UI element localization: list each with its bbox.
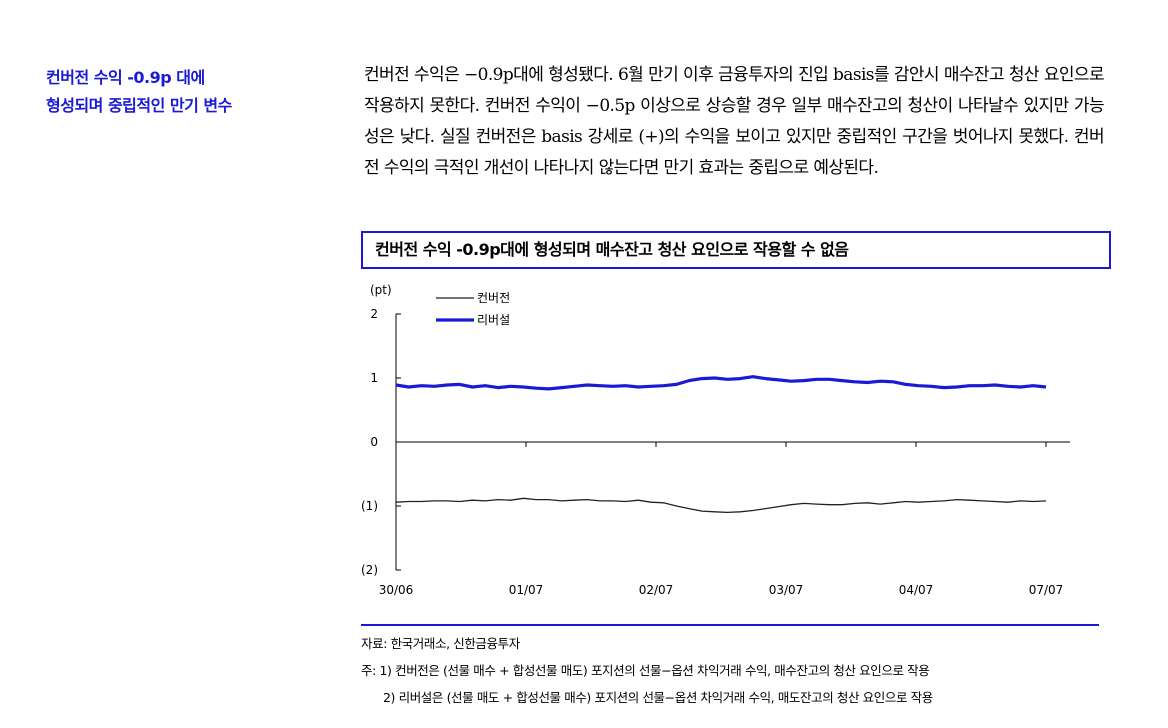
footnote-2: 2) 리버설은 (선물 매도 + 합성선물 매수) 포지션의 선물−옵션 차익거… bbox=[383, 690, 933, 705]
y-tick-label: 2 bbox=[370, 307, 378, 321]
legend-label-2: 리버설 bbox=[477, 313, 510, 327]
x-tick-label: 07/07 bbox=[1029, 583, 1064, 597]
y-tick-label: (1) bbox=[361, 499, 378, 513]
chart-axes bbox=[395, 314, 1070, 570]
chart-title: 컨버전 수익 -0.9p대에 형성되며 매수잔고 청산 요인으로 작용할 수 없… bbox=[361, 231, 1111, 269]
side-heading: 컨버전 수익 -0.9p 대에 형성되며 중립적인 만기 변수 bbox=[46, 64, 306, 120]
x-tick-label: 02/07 bbox=[639, 583, 674, 597]
y-tick-label: (2) bbox=[361, 563, 378, 577]
y-tick-label: 0 bbox=[370, 435, 378, 449]
x-tick-label: 30/06 bbox=[379, 583, 414, 597]
source-note: 자료: 한국거래소, 신한금융투자 bbox=[361, 636, 520, 651]
chart-ticks: (pt) 2 1 0 (1) (2)30/06 01/07 02/07 03/07 04/07 07… bbox=[361, 283, 1063, 597]
divider bbox=[361, 624, 1099, 626]
side-heading-line-1: 컨버전 수익 -0.9p 대에 bbox=[46, 68, 205, 87]
chart-series bbox=[395, 375, 1047, 514]
line-chart: (pt) 2 1 0 (1) (2)30/06 01/07 02/07 03/07 04/07 07… bbox=[361, 283, 1070, 597]
notes: 자료: 한국거래소, 신한금융투자 주: 1) 컨버전은 (선물 매수 + 합성… bbox=[361, 630, 1101, 711]
series-line-2 bbox=[395, 375, 1047, 391]
x-tick-label: 04/07 bbox=[899, 583, 934, 597]
side-heading-line-2: 형성되며 중립적인 만기 변수 bbox=[46, 96, 232, 115]
body-paragraph: 컨버전 수익은 −0.9p대에 형성됐다. 6월 만기 이후 금융투자의 진입 … bbox=[364, 65, 1105, 178]
x-tick-label: 03/07 bbox=[769, 583, 804, 597]
x-tick-label: 01/07 bbox=[509, 583, 544, 597]
y-tick-label: 1 bbox=[370, 371, 378, 385]
legend-label-1: 컨버전 bbox=[477, 291, 510, 305]
y-unit-label: (pt) bbox=[370, 283, 392, 297]
footnote-1: 주: 1) 컨버전은 (선물 매수 + 합성선물 매도) 포지션의 선물−옵션 … bbox=[361, 663, 930, 678]
series-line-1 bbox=[395, 497, 1047, 514]
